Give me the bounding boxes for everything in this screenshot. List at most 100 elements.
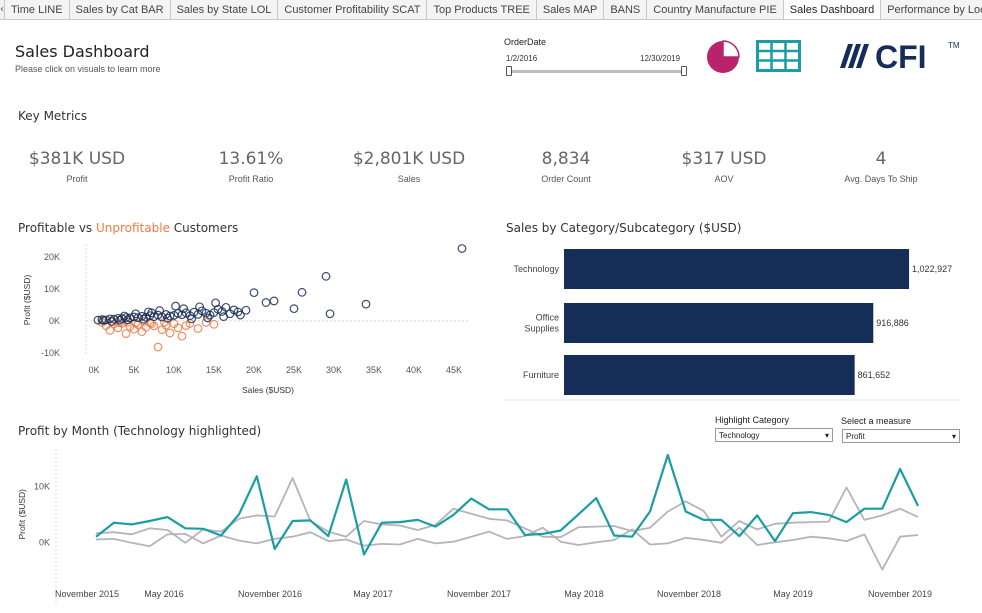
line-y-tick: 10K	[34, 481, 50, 491]
line-x-tick: May 2016	[144, 589, 184, 599]
pie-icon-slice	[722, 40, 740, 58]
tab-sales-by-state-lol[interactable]: Sales by State LOL	[170, 0, 279, 19]
profitable-customer-point[interactable]	[325, 309, 335, 319]
customer-profitability-scatter[interactable]: 20K 10K 0K -10K 0K 5K 10K 15K 20K 25K 30K 35K 40K 45K…	[0, 238, 480, 404]
bar-technology[interactable]	[564, 249, 910, 289]
order-date-end-handle[interactable]	[681, 66, 687, 76]
kpi-label-profit: Profit	[66, 174, 88, 184]
tab-performance-by-location[interactable]: Performance by Location	[881, 0, 982, 19]
highlight-category-select[interactable]: Technology ▾	[715, 428, 833, 442]
highlight-category-label: Highlight Category	[715, 415, 790, 425]
select-measure-select[interactable]: Profit ▾	[842, 429, 960, 443]
unprofitable-customer-point[interactable]	[149, 321, 159, 331]
bar-category-label: Supplies	[524, 324, 559, 334]
profitable-customer-point[interactable]	[457, 244, 467, 253]
line-x-tick: November 2017	[447, 589, 511, 599]
profitable-customer-point[interactable]	[187, 314, 197, 324]
tab-customer-profitability-scat[interactable]: Customer Profitability SCAT	[278, 0, 428, 19]
profitable-customer-point[interactable]	[321, 271, 331, 281]
pie-chart-icon[interactable]	[706, 40, 740, 74]
line-series-office-supplies[interactable]	[95, 526, 919, 571]
order-date-start: 1/2/2016	[506, 54, 538, 63]
table-icon[interactable]	[756, 40, 801, 72]
unprofitable-customer-point[interactable]	[201, 317, 211, 327]
profitable-customer-point[interactable]	[221, 302, 231, 312]
profitable-customer-point[interactable]	[261, 298, 271, 307]
profitable-customer-point[interactable]	[211, 298, 221, 308]
bar-furniture[interactable]	[564, 355, 855, 395]
scatter-y-tick: 20K	[44, 252, 60, 262]
page-title: Sales Dashboard	[15, 42, 150, 61]
unprofitable-customer-point[interactable]	[193, 324, 203, 333]
unprofitable-customer-point[interactable]	[173, 323, 183, 333]
cfi-logo-tm: TM	[948, 41, 960, 50]
bar-chart-title: Sales by Category/Subcategory ($USD)	[506, 221, 742, 235]
profitable-customer-point[interactable]	[289, 304, 299, 314]
tab-scroll-left-icon[interactable]: ‹	[0, 0, 5, 19]
profitable-customer-point[interactable]	[241, 305, 251, 315]
profitable-customer-point[interactable]	[297, 287, 307, 297]
bar-category-label: Office	[536, 313, 559, 323]
profitable-customer-point[interactable]	[235, 310, 245, 320]
kpi-value-profit-ratio: 13.61%	[218, 149, 284, 169]
scatter-x-tick: 10K	[166, 365, 182, 375]
profitable-customer-point[interactable]	[165, 311, 175, 321]
kpi-label-aov: AOV	[714, 174, 734, 184]
scatter-x-tick: 25K	[286, 365, 302, 375]
order-date-slider-track[interactable]	[508, 70, 686, 73]
scatter-y-label: Profit ($USD)	[22, 275, 32, 326]
line-x-tick: November 2015	[55, 589, 119, 599]
tab-sales-by-cat-bar[interactable]: Sales by Cat BAR	[69, 0, 171, 19]
scatter-title: Profitable vs Unprofitable Customers	[18, 221, 238, 235]
key-metrics-title: Key Metrics	[18, 109, 88, 123]
profitable-customer-point[interactable]	[179, 304, 189, 314]
unprofitable-customer-point[interactable]	[177, 331, 187, 341]
tab-country-manufacture-pie[interactable]: Country Manufacture PIE	[647, 0, 784, 19]
scatter-x-tick: 15K	[206, 365, 222, 375]
scatter-x-label: Sales ($USD)	[242, 385, 294, 395]
select-measure-value: Profit	[846, 431, 865, 441]
tab-sales-dashboard[interactable]: Sales Dashboard	[783, 0, 882, 19]
bar-office-supplies[interactable]	[564, 303, 874, 343]
unprofitable-customer-point[interactable]	[165, 328, 175, 338]
profitable-customer-point[interactable]	[195, 302, 205, 312]
tab-time-line[interactable]: Time LINE	[5, 0, 70, 19]
line-series-technology[interactable]	[95, 453, 919, 556]
scatter-title-vs: vs	[75, 221, 96, 235]
line-x-tick: November 2018	[657, 589, 721, 599]
profitable-customer-point[interactable]	[131, 309, 141, 319]
kpi-label-sales: Sales	[397, 174, 421, 184]
profitable-customer-point[interactable]	[163, 313, 173, 323]
profitable-customer-point[interactable]	[119, 311, 129, 321]
profitable-customer-point[interactable]	[219, 312, 229, 322]
kpi-value-aov: $317 USD	[681, 149, 767, 169]
unprofitable-customer-point[interactable]	[105, 325, 115, 335]
profitable-customer-point[interactable]	[229, 305, 239, 315]
profitable-customer-point[interactable]	[269, 296, 279, 306]
sheet-tab-bar: ‹ Time LINE Sales by Cat BAR Sales by Stat…	[0, 0, 982, 20]
unprofitable-customer-point[interactable]	[209, 319, 219, 329]
profitable-customer-point[interactable]	[171, 301, 181, 311]
kpi-label-profit-ratio: Profit Ratio	[228, 174, 274, 184]
profitable-customer-point[interactable]	[361, 299, 371, 309]
profitable-customer-point[interactable]	[155, 306, 165, 315]
unprofitable-customer-point[interactable]	[121, 329, 131, 338]
profitable-customer-point[interactable]	[143, 307, 153, 317]
unprofitable-customer-point[interactable]	[131, 318, 141, 328]
profit-by-month-line-chart[interactable]: 10K 0K Profit ($USD) November 2015 May 2016 N…	[0, 445, 982, 613]
tab-top-products-tree[interactable]: Top Products TREE	[427, 0, 537, 19]
cfi-logo-stripes-icon	[840, 44, 869, 68]
order-date-start-handle[interactable]	[506, 66, 512, 76]
page-subtitle: Please click on visuals to learn more	[15, 64, 161, 74]
scatter-y-tick: -10K	[41, 348, 60, 358]
unprofitable-customer-point[interactable]	[153, 342, 163, 352]
tab-sales-map[interactable]: Sales MAP	[536, 0, 605, 19]
profitable-customer-point[interactable]	[203, 313, 213, 323]
profitable-customer-point[interactable]	[249, 288, 259, 298]
tab-bans[interactable]: BANS	[604, 0, 648, 19]
chevron-down-icon: ▾	[951, 431, 956, 441]
bar-category-label: Furniture	[523, 370, 559, 380]
profitable-customer-point[interactable]	[139, 314, 149, 324]
cfi-logo-text: CFI	[875, 39, 927, 75]
